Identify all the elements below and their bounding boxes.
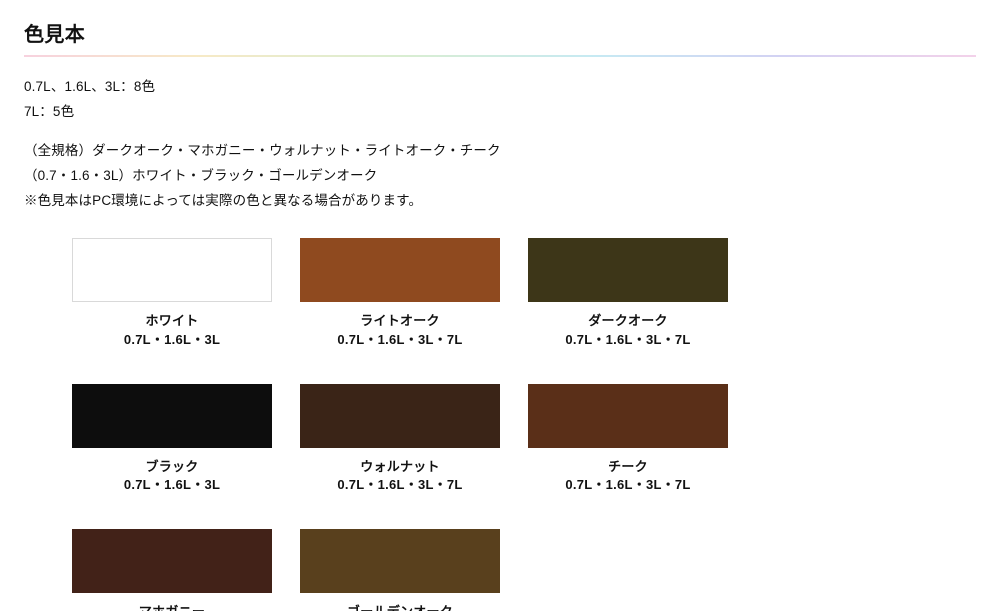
swatch-labels: ダークオーク0.7L・1.6L・3L・7L [565,312,690,350]
swatch-name: ホワイト [124,312,220,331]
swatch-labels: マホガニー0.7L・1.6L・3L・7L [109,603,234,611]
swatch-color-box [72,529,272,593]
swatch-item: ライトオーク0.7L・1.6L・3L・7L [300,238,500,350]
section-title: 色見本 [24,18,976,47]
swatch-name: チーク [565,458,690,477]
swatch-name: ウォルナット [337,458,462,477]
swatch-sizes: 0.7L・1.6L・3L・7L [565,331,690,350]
desc-line-4: （0.7・1.6・3L）ホワイト・ブラック・ゴールデンオーク [24,164,976,189]
desc-block-notes: （全規格）ダークオーク・マホガニー・ウォルナット・ライトオーク・チーク （0.7… [24,139,976,214]
desc-block-sizes: 0.7L、1.6L、3L：8色 7L：5色 [24,75,976,125]
page: 色見本 0.7L、1.6L、3L：8色 7L：5色 （全規格）ダークオーク・マホ… [0,0,1000,611]
swatch-sizes: 0.7L・1.6L・3L・7L [337,331,462,350]
swatch-labels: ライトオーク0.7L・1.6L・3L・7L [337,312,462,350]
swatch-color-box [72,238,272,302]
swatch-grid: ホワイト0.7L・1.6L・3Lライトオーク0.7L・1.6L・3L・7Lダーク… [72,238,928,611]
swatch-item: ブラック0.7L・1.6L・3L [72,384,272,496]
desc-line-5: ※色見本はPC環境によっては実際の色と異なる場合があります。 [24,189,976,214]
swatch-sizes: 0.7L・1.6L・3L [124,331,220,350]
description-block: 0.7L、1.6L、3L：8色 7L：5色 （全規格）ダークオーク・マホガニー・… [24,75,976,214]
swatch-labels: ホワイト0.7L・1.6L・3L [124,312,220,350]
swatch-labels: ゴールデンオーク0.7L・1.6L・3L [347,603,453,611]
swatch-name: ブラック [124,458,220,477]
swatch-name: ライトオーク [337,312,462,331]
desc-line-3: （全規格）ダークオーク・マホガニー・ウォルナット・ライトオーク・チーク [24,139,976,164]
desc-line-1: 0.7L、1.6L、3L：8色 [24,75,976,100]
swatch-sizes: 0.7L・1.6L・3L・7L [337,476,462,495]
swatch-color-box [300,529,500,593]
swatch-labels: ブラック0.7L・1.6L・3L [124,458,220,496]
swatch-labels: ウォルナット0.7L・1.6L・3L・7L [337,458,462,496]
swatch-item: ホワイト0.7L・1.6L・3L [72,238,272,350]
swatch-item: ダークオーク0.7L・1.6L・3L・7L [528,238,728,350]
swatch-color-box [528,384,728,448]
swatch-name: ゴールデンオーク [347,603,453,611]
swatch-item: マホガニー0.7L・1.6L・3L・7L [72,529,272,611]
swatch-labels: チーク0.7L・1.6L・3L・7L [565,458,690,496]
divider-rainbow [24,55,976,57]
swatch-name: ダークオーク [565,312,690,331]
swatch-color-box [72,384,272,448]
swatch-color-box [300,238,500,302]
swatch-color-box [300,384,500,448]
swatch-name: マホガニー [109,603,234,611]
swatch-item: ウォルナット0.7L・1.6L・3L・7L [300,384,500,496]
swatch-area: ホワイト0.7L・1.6L・3Lライトオーク0.7L・1.6L・3L・7Lダーク… [24,238,976,611]
swatch-color-box [528,238,728,302]
swatch-sizes: 0.7L・1.6L・3L・7L [565,476,690,495]
swatch-item: ゴールデンオーク0.7L・1.6L・3L [300,529,500,611]
swatch-sizes: 0.7L・1.6L・3L [124,476,220,495]
swatch-item: チーク0.7L・1.6L・3L・7L [528,384,728,496]
desc-line-2: 7L：5色 [24,100,976,125]
